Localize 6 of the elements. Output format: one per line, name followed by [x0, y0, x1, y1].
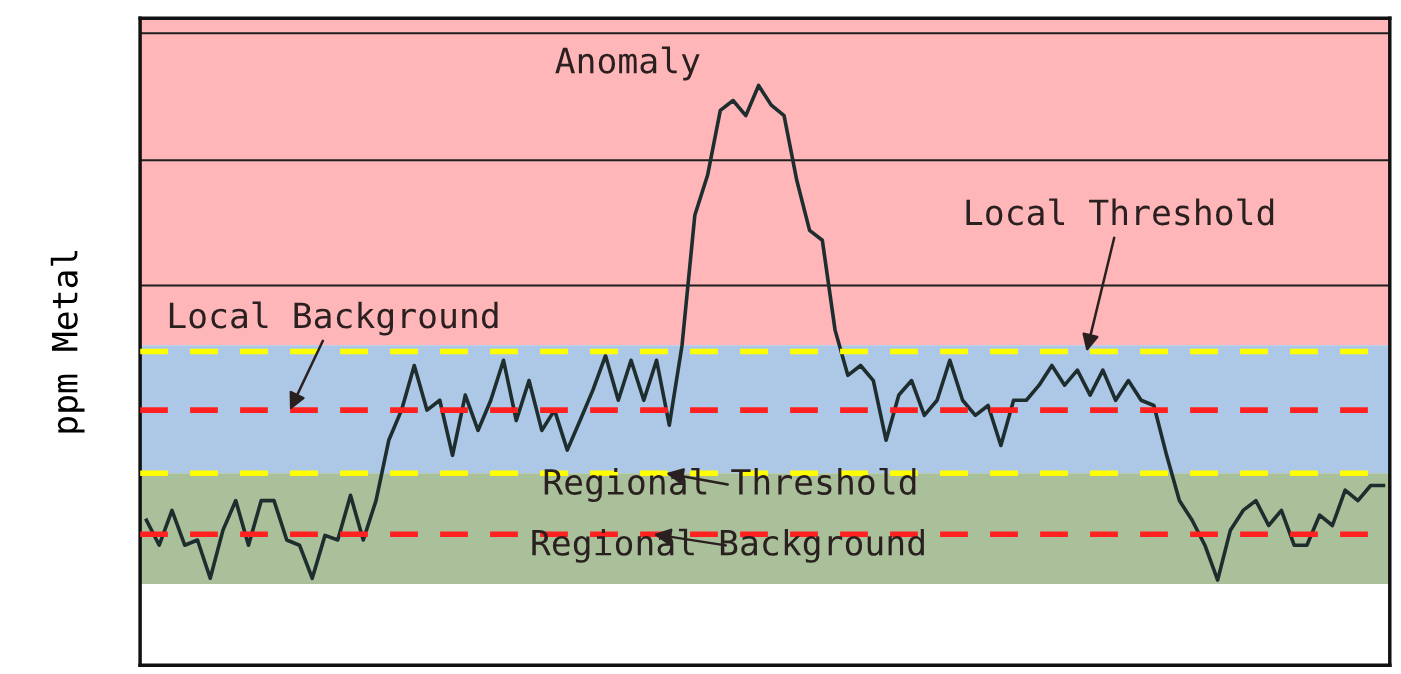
ref-line-label: Regional Background: [532, 528, 924, 563]
ref-line-label: Local Background: [169, 301, 498, 336]
ref-line-label: Regional Threshold: [544, 467, 916, 502]
y-axis-title: ppm Metal: [50, 251, 85, 433]
text: Anomaly: [555, 46, 700, 81]
ref-line-label: Local Threshold: [966, 198, 1274, 226]
